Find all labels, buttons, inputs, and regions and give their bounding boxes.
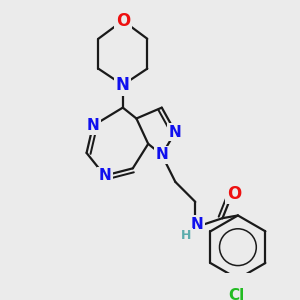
Text: N: N bbox=[169, 124, 182, 140]
Text: O: O bbox=[227, 185, 242, 203]
Text: H: H bbox=[181, 229, 191, 242]
Text: N: N bbox=[155, 147, 168, 162]
Text: N: N bbox=[116, 76, 130, 94]
Text: N: N bbox=[86, 118, 99, 133]
Text: N: N bbox=[98, 168, 111, 183]
Text: Cl: Cl bbox=[228, 288, 244, 300]
Text: O: O bbox=[116, 12, 130, 30]
Text: N: N bbox=[191, 217, 203, 232]
